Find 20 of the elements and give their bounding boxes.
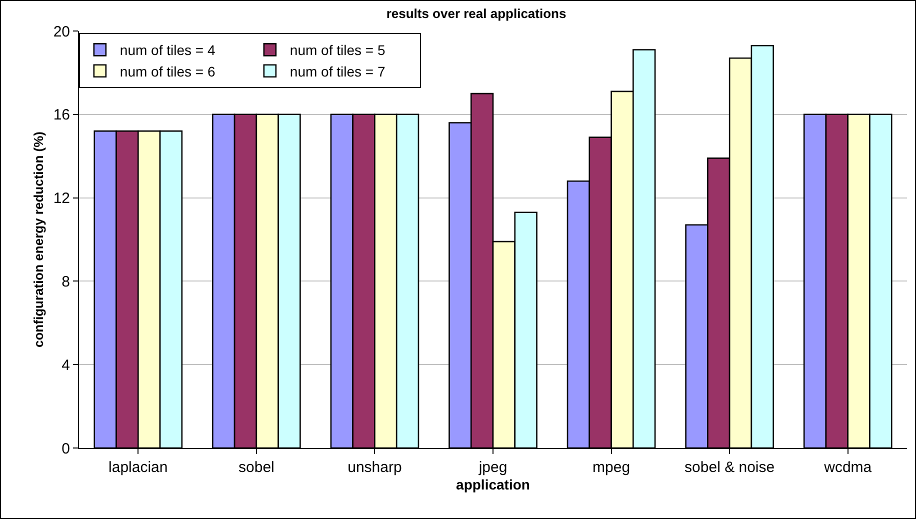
y-tick-label: 16 <box>53 106 70 124</box>
y-tick-label: 0 <box>62 440 70 458</box>
y-tick-label: 4 <box>62 356 70 374</box>
x-tick-label: laplacian <box>108 459 168 476</box>
x-tick-label: sobel <box>238 459 274 476</box>
x-tick-label: mpeg <box>592 459 630 476</box>
legend-label: num of tiles = 5 <box>290 42 386 58</box>
chart-title: results over real applications <box>386 6 566 21</box>
y-tick-label: 12 <box>53 190 70 208</box>
y-tick-label: 8 <box>62 273 70 290</box>
x-axis-title: application <box>456 476 530 492</box>
x-tick-label: jpeg <box>478 459 508 476</box>
x-tick-label: wcdma <box>823 459 872 476</box>
legend-label: num of tiles = 6 <box>120 63 216 80</box>
y-axis-title: configuration energy reduction (%) <box>31 132 46 348</box>
y-tick-label: 20 <box>53 23 70 40</box>
legend-label: num of tiles = 7 <box>290 63 386 80</box>
x-tick-label: sobel & noise <box>684 459 775 476</box>
legend-label: num of tiles = 4 <box>120 42 216 58</box>
x-tick-label: unsharp <box>348 459 402 476</box>
